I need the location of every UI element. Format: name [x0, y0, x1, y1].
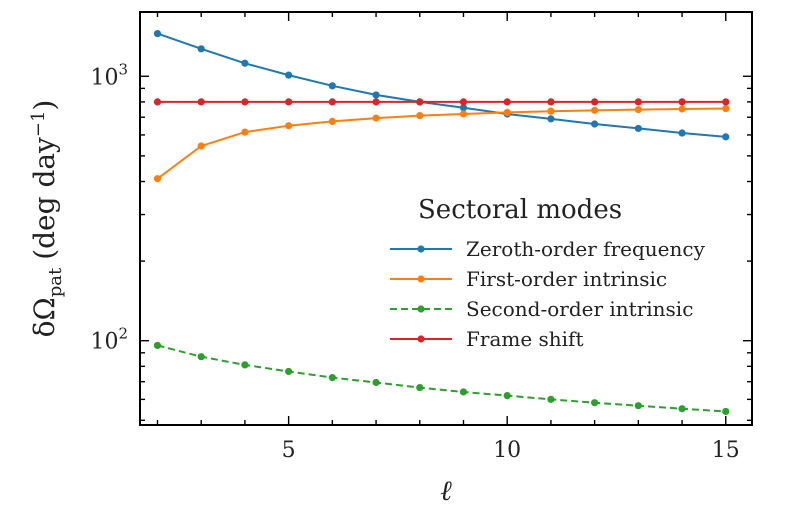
data-point [241, 128, 249, 136]
data-point [328, 117, 336, 126]
data-point [328, 82, 336, 90]
data-point [678, 129, 686, 137]
data-point [285, 122, 293, 130]
y-axis-label-units-close: ) [28, 100, 61, 111]
data-point [153, 175, 162, 183]
data-point [634, 124, 642, 133]
data-point [416, 98, 424, 106]
x-tick-label: 15 [712, 438, 740, 463]
data-point [591, 106, 599, 114]
data-point [503, 392, 511, 400]
data-point [591, 120, 599, 128]
data-point [153, 341, 162, 349]
data-point [722, 98, 730, 106]
series-line [157, 32, 726, 138]
y-axis-label: δΩpat (deg day−1) [28, 100, 66, 338]
data-point [197, 142, 205, 150]
data-point [197, 353, 205, 361]
x-tick-label: 10 [493, 438, 521, 463]
legend-marker [417, 275, 425, 283]
data-point [722, 104, 730, 113]
data-point [547, 395, 555, 403]
data-point [241, 361, 249, 369]
data-point [285, 71, 293, 79]
series-layer [153, 29, 730, 416]
legend-entry-label: First-order intrinsic [466, 267, 667, 291]
data-point [372, 91, 380, 99]
data-point [372, 378, 380, 387]
legend-entry-label: Zeroth-order frequency [466, 237, 706, 261]
data-point [328, 374, 336, 382]
data-point [153, 98, 162, 106]
x-tick-label: 5 [282, 438, 296, 463]
data-point [547, 98, 555, 106]
series-line [157, 344, 726, 413]
data-point [241, 98, 249, 106]
data-point [459, 388, 468, 396]
data-point [591, 399, 599, 407]
ticks-layer: 5 10 15 102 103 [90, 12, 752, 463]
data-point [722, 133, 730, 141]
legend-marker [417, 335, 425, 343]
data-point [285, 98, 293, 106]
legend-entry-label: Frame shift [466, 327, 584, 351]
y-tick-label: 103 [90, 60, 128, 90]
data-point [634, 106, 642, 114]
data-point [241, 59, 249, 67]
legend-marker [417, 245, 425, 253]
data-point [503, 108, 511, 117]
data-point [197, 45, 205, 53]
legend-marker [417, 305, 425, 313]
data-point [634, 98, 642, 106]
data-point [678, 98, 686, 106]
data-point [372, 98, 380, 106]
data-point [722, 407, 730, 416]
data-point [416, 112, 424, 120]
data-point [591, 98, 599, 106]
legend-title: Sectoral modes [418, 195, 622, 225]
legend-entry-label: Second-order intrinsic [466, 297, 693, 321]
series-frame-shift [153, 98, 730, 106]
y-axis-label-units-exponent: −1 [28, 111, 49, 138]
data-point [678, 405, 686, 413]
y-axis-label-units: (deg day [28, 137, 61, 260]
data-point [634, 402, 642, 410]
data-point [416, 383, 424, 392]
y-tick-label: 102 [90, 325, 128, 355]
data-point [285, 367, 293, 376]
series-second-order-intrinsic [153, 341, 730, 416]
data-point [197, 98, 205, 106]
data-point [547, 107, 555, 115]
data-point [459, 110, 468, 118]
series-line [156, 107, 726, 180]
data-point [372, 114, 380, 122]
data-point [503, 98, 511, 106]
y-axis-label-symbol: δΩ [28, 297, 61, 337]
plot-frame [139, 11, 753, 426]
series-first-order-intrinsic [153, 104, 730, 183]
data-point [459, 98, 468, 106]
data-point [678, 105, 686, 113]
data-point [547, 115, 555, 123]
x-axis-label: ℓ [440, 474, 452, 507]
data-point [459, 104, 468, 112]
data-point [153, 29, 162, 38]
y-axis-label-subscript: pat [45, 267, 66, 297]
series-zeroth-order-frequency [153, 29, 730, 141]
data-point [328, 98, 336, 106]
legend: Sectoral modes Zeroth-order frequency Fir… [390, 195, 706, 351]
